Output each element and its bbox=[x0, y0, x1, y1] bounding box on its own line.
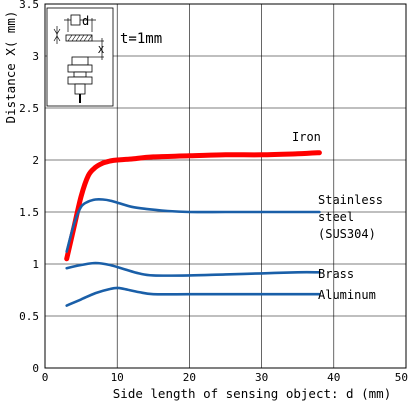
y-tick-label: 3.5 bbox=[19, 0, 39, 11]
x-tick-label: 20 bbox=[183, 371, 196, 384]
series-label-stainless-steel-sus304: steel bbox=[318, 210, 354, 224]
sensor-thread bbox=[73, 71, 87, 78]
sensing-object-plate bbox=[65, 34, 93, 42]
y-tick-label: 1 bbox=[32, 258, 39, 271]
x-tick-labels: 0 10 20 30 40 50 bbox=[42, 371, 408, 384]
series-label-stainless-steel-sus304: (SUS304) bbox=[318, 227, 376, 241]
series-label-stainless-steel-sus304: Stainless bbox=[318, 193, 383, 207]
series-line-brass bbox=[65, 261, 321, 277]
y-tick-label: 2 bbox=[32, 154, 39, 167]
y-tick-label: 1.5 bbox=[19, 206, 39, 219]
y-tick-label: 0 bbox=[32, 362, 39, 375]
d-label: d bbox=[82, 14, 89, 28]
sensor-diagram: d X bbox=[46, 7, 114, 107]
x-tick-label: 40 bbox=[327, 371, 340, 384]
y-tick-labels: 0 0.5 1 1.5 2 2.5 3 3.5 bbox=[19, 0, 39, 375]
x-label: X bbox=[98, 45, 104, 56]
d-dimension-box bbox=[70, 14, 81, 26]
series-line-stainless-steel-sus304 bbox=[65, 198, 321, 253]
plate-hatching bbox=[67, 34, 93, 42]
series-lines bbox=[64, 150, 322, 307]
y-tick-label: 0.5 bbox=[19, 310, 39, 323]
y-tick-label: 2.5 bbox=[19, 102, 39, 115]
x-axis-title: Side length of sensing object: d (mm) bbox=[113, 386, 391, 401]
x-tick-label: 50 bbox=[395, 371, 408, 384]
series-line-aluminum bbox=[65, 286, 321, 307]
sensor-nut-lower bbox=[67, 76, 93, 85]
series-label-brass: Brass bbox=[318, 267, 354, 281]
x-tick-label: 0 bbox=[42, 371, 49, 384]
thickness-annotation: t=1mm bbox=[120, 31, 162, 47]
y-tick-label: 3 bbox=[32, 50, 39, 63]
t-arrows bbox=[53, 28, 61, 42]
series-label-iron: Iron bbox=[292, 130, 321, 144]
series-labels: Iron Stainless steel (SUS304) Brass Aluminum bbox=[292, 130, 383, 302]
sensor-body bbox=[74, 83, 86, 95]
series-line-iron bbox=[64, 150, 322, 262]
x-tick-label: 30 bbox=[255, 371, 268, 384]
series-label-aluminum: Aluminum bbox=[318, 288, 376, 302]
sensor-head bbox=[71, 56, 89, 66]
plot-frame bbox=[44, 3, 407, 369]
x-tick-label: 10 bbox=[111, 371, 124, 384]
y-axis-title: Distance X( mm) bbox=[3, 11, 18, 124]
sensor-nut-upper bbox=[67, 64, 93, 73]
